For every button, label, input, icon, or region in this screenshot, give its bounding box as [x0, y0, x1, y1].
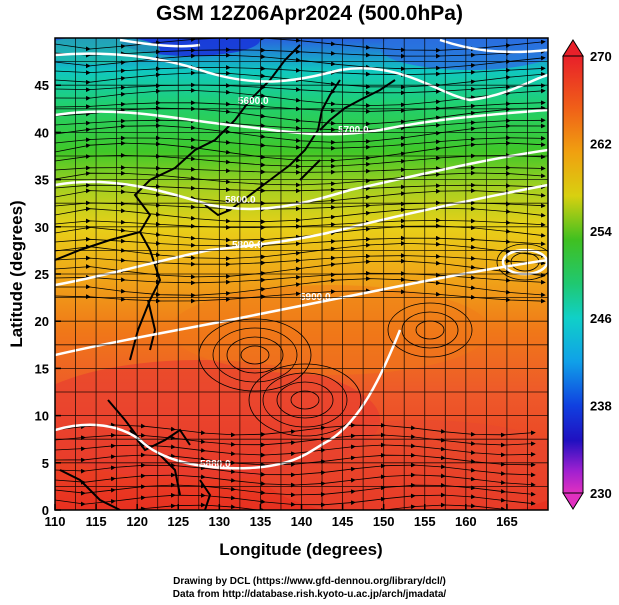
y-tick-label: 35	[35, 173, 49, 188]
colorbar-label: 246	[590, 311, 612, 326]
x-tick-label: 135	[250, 514, 272, 529]
x-tick-label: 130	[208, 514, 230, 529]
contour-label: 5700.0	[338, 125, 369, 136]
contour-label: 5600.0	[238, 96, 269, 107]
wind-streamline	[55, 288, 546, 304]
x-tick-label: 155	[414, 514, 436, 529]
wind-streamline	[55, 70, 546, 90]
colorbar: 270 262 254 246 238 230	[562, 39, 612, 510]
wind-eddy	[290, 390, 320, 410]
y-tick-label: 30	[35, 220, 49, 235]
x-tick-label: 150	[373, 514, 395, 529]
x-tick-label: 165	[496, 514, 518, 529]
x-tick-label: 115	[86, 514, 107, 529]
x-tick-label: 140	[291, 514, 313, 529]
y-tick-label: 20	[35, 314, 49, 329]
map-title: GSM 12Z06Apr2024 (500.0hPa)	[156, 2, 463, 25]
y-tick-label: 10	[35, 409, 49, 424]
wind-streamline	[55, 241, 546, 261]
colorbar-label: 262	[590, 136, 612, 151]
y-tick-label: 40	[35, 125, 49, 140]
wind-eddy	[240, 345, 270, 365]
y-tick-label: 0	[42, 503, 49, 518]
colorbar-label: 254	[590, 224, 612, 239]
wind-eddy	[212, 327, 298, 383]
colorbar-label: 270	[590, 49, 612, 64]
wind-eddy	[387, 302, 473, 358]
credit-line-dcl: Drawing by DCL (https://www.gfd-dennou.o…	[173, 576, 446, 587]
x-axis-ticks: 110 115 120 125 130 135 140 145 150 155 160 165	[45, 504, 518, 529]
x-tick-label: 145	[332, 514, 354, 529]
x-axis-title: Longitude (degrees)	[219, 540, 382, 559]
wind-eddy	[401, 311, 459, 349]
credit-text: Drawing by DCL (https://www.gfd-dennou.o…	[0, 575, 619, 601]
x-tick-label: 120	[126, 514, 148, 529]
y-tick-label: 15	[35, 361, 49, 376]
wind-eddy	[276, 381, 334, 419]
contour-label: 5800.0	[232, 240, 263, 251]
y-tick-label: 45	[35, 78, 49, 93]
y-axis-ticks: 0 5 10 15 20 25 30 35 40 45	[35, 78, 61, 518]
y-axis-title: Latitude (degrees)	[7, 200, 26, 347]
wind-eddy	[226, 336, 284, 374]
colorbar-label: 238	[590, 399, 612, 414]
x-tick-label: 125	[167, 514, 189, 529]
y-tick-label: 5	[42, 456, 49, 471]
temperature-field: 5600.0 5700.0 5800.0 5800.0 5900.0 5880.…	[55, 38, 548, 510]
y-tick-label: 25	[35, 267, 49, 282]
contour-label: 5800.0	[225, 195, 256, 206]
x-tick-label: 110	[45, 514, 66, 529]
wind-eddy	[496, 243, 548, 281]
lat-lon-grid	[55, 38, 548, 510]
colorbar-label: 230	[590, 486, 612, 501]
credit-line-data: Data from http://database.rish.kyoto-u.a…	[172, 589, 447, 600]
x-tick-label: 160	[455, 514, 477, 529]
contour-label: 5880.0	[200, 459, 231, 470]
